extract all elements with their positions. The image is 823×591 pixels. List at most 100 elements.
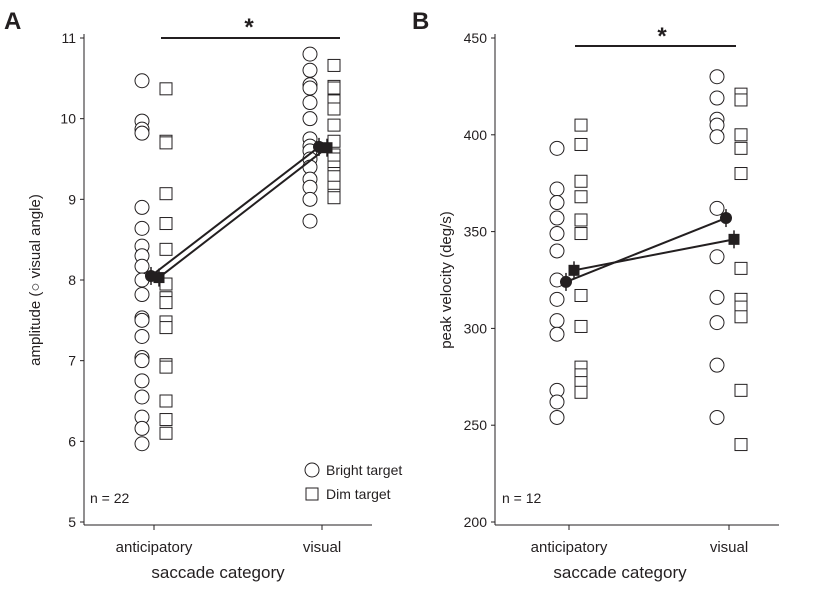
legend-label: Bright target bbox=[326, 462, 402, 478]
data-point-circle bbox=[134, 125, 150, 141]
data-point-circle bbox=[302, 46, 318, 62]
data-point-square bbox=[159, 360, 173, 374]
data-point-circle bbox=[709, 90, 725, 106]
significance-star: * bbox=[244, 14, 254, 41]
data-point-circle bbox=[709, 357, 725, 373]
panel-label: A bbox=[4, 8, 21, 35]
mean-marker-square bbox=[568, 264, 580, 276]
y-tick-label: 10 bbox=[60, 111, 76, 127]
y-tick-label: 9 bbox=[68, 191, 76, 207]
data-point-circle bbox=[302, 111, 318, 127]
y-tick-label: 5 bbox=[68, 514, 76, 530]
data-point-square bbox=[159, 296, 173, 310]
y-tick-label: 400 bbox=[464, 127, 488, 143]
data-point-circle bbox=[302, 80, 318, 96]
data-point-square bbox=[159, 394, 173, 408]
data-point-circle bbox=[549, 313, 565, 329]
y-axis-label: amplitude (○ visual angle) bbox=[27, 194, 44, 366]
n-label: n = 12 bbox=[502, 490, 542, 506]
y-tick-label: 8 bbox=[68, 272, 76, 288]
y-tick-label: 200 bbox=[464, 514, 488, 530]
data-point-circle bbox=[134, 436, 150, 452]
data-point-circle bbox=[709, 200, 725, 216]
data-point-square bbox=[159, 82, 173, 96]
data-point-square bbox=[574, 385, 588, 399]
data-point-circle bbox=[134, 328, 150, 344]
data-point-square bbox=[159, 413, 173, 427]
x-tick-label-visual: visual bbox=[303, 539, 341, 556]
data-point-circle bbox=[549, 409, 565, 425]
data-point-circle bbox=[549, 291, 565, 307]
y-tick-label: 6 bbox=[68, 433, 76, 449]
data-point-square bbox=[734, 261, 748, 275]
data-point-circle bbox=[134, 73, 150, 89]
x-axis-label: saccade category bbox=[553, 563, 687, 582]
data-point-circle bbox=[134, 220, 150, 236]
data-point-square bbox=[159, 217, 173, 231]
panel-B: 200 250 300 350 400 450 anticipatory visual sacc… bbox=[412, 8, 779, 582]
mean-marker-circle bbox=[560, 275, 572, 288]
legend-square-marker bbox=[305, 487, 319, 501]
data-point-circle bbox=[549, 181, 565, 197]
data-point-square bbox=[159, 321, 173, 335]
data-point-square bbox=[574, 227, 588, 241]
significance-star: * bbox=[657, 23, 667, 50]
y-tick-label: 7 bbox=[68, 353, 76, 369]
data-point-circle bbox=[302, 95, 318, 111]
mean-line-dim bbox=[158, 146, 328, 279]
n-label: n = 22 bbox=[90, 490, 130, 506]
data-point-square bbox=[574, 137, 588, 151]
mean-line-bright bbox=[150, 146, 320, 277]
data-point-circle bbox=[302, 213, 318, 229]
y-axis-label: peak velocity (deg/s) bbox=[438, 211, 455, 349]
data-point-square bbox=[574, 174, 588, 188]
data-point-circle bbox=[709, 409, 725, 425]
data-point-square bbox=[574, 319, 588, 333]
legend-circle-marker bbox=[304, 462, 320, 478]
data-point-circle bbox=[549, 195, 565, 211]
data-point-square bbox=[327, 191, 341, 205]
data-point-circle bbox=[134, 199, 150, 215]
data-point-square bbox=[574, 213, 588, 227]
x-tick-label-anticipatory: anticipatory bbox=[116, 539, 193, 556]
y-tick-label: 350 bbox=[464, 224, 488, 240]
data-point-circle bbox=[709, 129, 725, 145]
data-point-circle bbox=[134, 258, 150, 274]
data-point-circle bbox=[709, 289, 725, 305]
data-point-circle bbox=[134, 312, 150, 328]
data-point-square bbox=[159, 426, 173, 440]
mean-marker-square bbox=[728, 233, 740, 245]
data-point-square bbox=[159, 187, 173, 201]
x-tick-label-visual: visual bbox=[710, 539, 748, 556]
y-tick-label: 300 bbox=[464, 320, 488, 336]
data-point-square bbox=[574, 288, 588, 302]
data-point-circle bbox=[134, 389, 150, 405]
data-point-circle bbox=[709, 69, 725, 85]
mean-marker-circle bbox=[720, 212, 732, 225]
data-point-square bbox=[327, 118, 341, 132]
mean-line-dim bbox=[573, 238, 735, 272]
data-point-square bbox=[734, 93, 748, 107]
data-point-circle bbox=[549, 326, 565, 342]
data-point-circle bbox=[549, 243, 565, 259]
data-point-circle bbox=[302, 62, 318, 78]
data-point-circle bbox=[549, 210, 565, 226]
data-point-circle bbox=[134, 353, 150, 369]
data-point-circle bbox=[709, 249, 725, 265]
data-point-square bbox=[574, 190, 588, 204]
data-point-circle bbox=[134, 287, 150, 303]
data-point-square bbox=[327, 81, 341, 95]
x-tick-label-anticipatory: anticipatory bbox=[531, 539, 608, 556]
legend: Bright target Dim target bbox=[304, 462, 402, 502]
y-tick-label: 250 bbox=[464, 417, 488, 433]
data-point-circle bbox=[549, 226, 565, 242]
data-point-circle bbox=[134, 420, 150, 436]
mean-line-bright bbox=[565, 217, 727, 283]
data-point-square bbox=[734, 310, 748, 324]
data-point-circle bbox=[549, 394, 565, 410]
data-point-square bbox=[734, 383, 748, 397]
data-point-square bbox=[159, 242, 173, 256]
panel-A: 5 6 7 8 9 10 11 anticipatory visual saccade categ… bbox=[4, 8, 402, 582]
